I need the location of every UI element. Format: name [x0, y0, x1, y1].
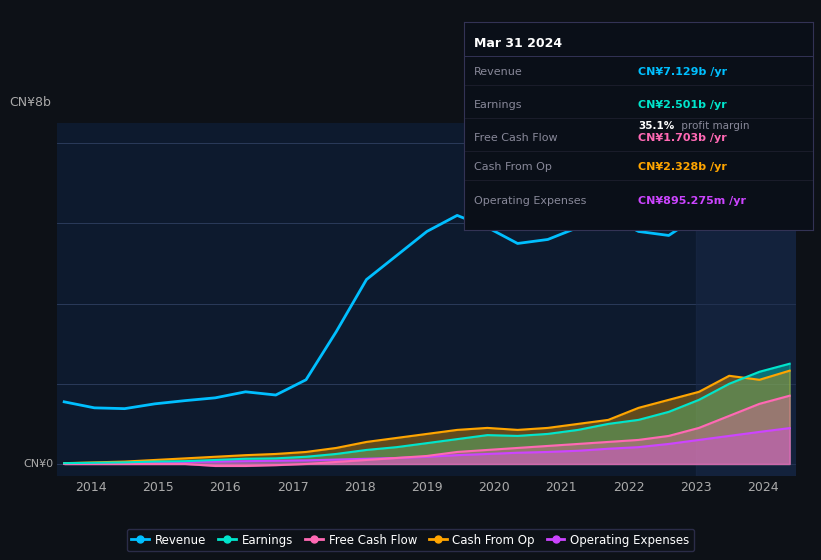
Text: CN¥1.703b /yr: CN¥1.703b /yr — [639, 133, 727, 143]
Text: profit margin: profit margin — [678, 121, 750, 131]
Text: CN¥2.501b /yr: CN¥2.501b /yr — [639, 100, 727, 110]
Bar — [695, 123, 796, 476]
Text: Operating Expenses: Operating Expenses — [475, 195, 587, 206]
Text: CN¥0: CN¥0 — [24, 459, 54, 469]
Text: Earnings: Earnings — [475, 100, 523, 110]
Text: Mar 31 2024: Mar 31 2024 — [475, 37, 562, 50]
Text: CN¥2.328b /yr: CN¥2.328b /yr — [639, 162, 727, 172]
Legend: Revenue, Earnings, Free Cash Flow, Cash From Op, Operating Expenses: Revenue, Earnings, Free Cash Flow, Cash … — [126, 529, 695, 551]
Text: CN¥7.129b /yr: CN¥7.129b /yr — [639, 67, 727, 77]
Text: Free Cash Flow: Free Cash Flow — [475, 133, 558, 143]
Text: CN¥8b: CN¥8b — [10, 96, 52, 109]
Text: CN¥895.275m /yr: CN¥895.275m /yr — [639, 195, 746, 206]
Text: Cash From Op: Cash From Op — [475, 162, 553, 172]
Text: Revenue: Revenue — [475, 67, 523, 77]
Text: 35.1%: 35.1% — [639, 121, 675, 131]
